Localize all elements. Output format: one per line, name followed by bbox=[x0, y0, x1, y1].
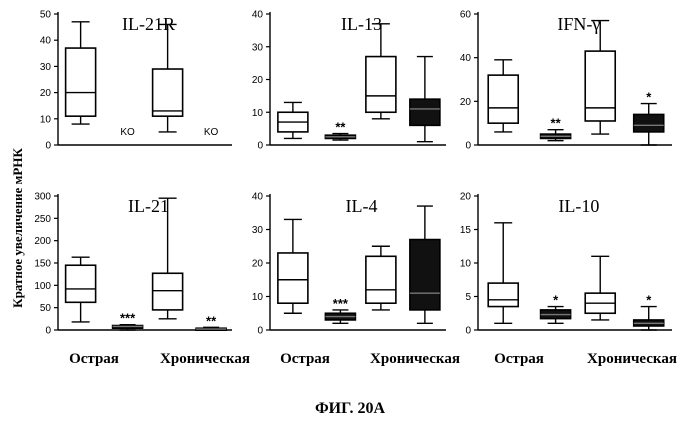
panels-container: 01020304050IL-21RKOKO010203040IL-13**020… bbox=[34, 10, 672, 337]
box-ko bbox=[410, 240, 440, 310]
y-tick-label: 0 bbox=[465, 326, 471, 337]
box-wt bbox=[66, 48, 96, 116]
y-tick-label: 40 bbox=[460, 53, 472, 64]
ko-label: KO bbox=[120, 127, 135, 138]
x-label-acute-3: Острая bbox=[494, 351, 544, 367]
y-tick-label: 10 bbox=[252, 292, 264, 303]
box-ko bbox=[410, 99, 440, 125]
significance-marker: *** bbox=[120, 311, 136, 326]
box-wt bbox=[153, 273, 183, 310]
y-tick-label: 0 bbox=[45, 326, 51, 337]
panel-title: IL-21 bbox=[128, 196, 169, 216]
y-tick-label: 10 bbox=[40, 114, 52, 125]
y-tick-label: 250 bbox=[34, 214, 51, 225]
panel-il-21: 050100150200250300IL-21***** bbox=[34, 192, 232, 337]
y-tick-label: 200 bbox=[34, 236, 51, 247]
panel-il-10: 0 5 10 15 20 IL-10 * * bbox=[460, 192, 672, 337]
y-tick-label: 0 bbox=[465, 141, 471, 152]
y-tick-label: 100 bbox=[34, 281, 51, 292]
y-tick-label: 50 bbox=[40, 10, 52, 21]
y-tick-label: 20 bbox=[460, 97, 472, 108]
significance-marker: * bbox=[646, 293, 652, 308]
ko-label: KO bbox=[204, 127, 219, 138]
panel-il-13: 010203040IL-13** bbox=[252, 10, 446, 152]
y-tick-label: 30 bbox=[40, 62, 52, 73]
box-ko bbox=[634, 114, 664, 131]
y-tick-label: 0 bbox=[257, 326, 263, 337]
y-tick-label: 10 bbox=[252, 108, 264, 119]
box-wt bbox=[585, 51, 615, 121]
panel-title: IL-4 bbox=[346, 196, 378, 216]
y-tick-label: 40 bbox=[40, 36, 52, 47]
panel-il-21r: 01020304050IL-21RKOKO bbox=[40, 10, 232, 152]
box-wt bbox=[278, 253, 308, 303]
y-tick-label: 0 bbox=[45, 141, 51, 152]
y-axis-label: Кратное увеличение мРНК bbox=[10, 148, 25, 308]
x-label-chronic-1: Хроническая bbox=[160, 351, 250, 367]
y-tick-label: 50 bbox=[40, 303, 52, 314]
y-tick-label: 150 bbox=[34, 259, 51, 270]
panel-il-4: 0 10 20 30 40 IL-4 *** bbox=[252, 192, 446, 337]
box-wt bbox=[153, 69, 183, 116]
y-tick-label: 20 bbox=[252, 259, 264, 270]
significance-marker: ** bbox=[335, 120, 346, 135]
y-tick-label: 300 bbox=[34, 192, 51, 203]
y-tick-label: 15 bbox=[460, 225, 472, 236]
figure-caption: ФИГ. 20А bbox=[315, 400, 386, 417]
y-tick-label: 20 bbox=[252, 75, 264, 86]
box-wt bbox=[488, 75, 518, 123]
y-tick-label: 40 bbox=[252, 10, 264, 21]
panel-ifn-γ: 0204060IFN-γ*** bbox=[460, 10, 672, 152]
y-tick-label: 30 bbox=[252, 225, 264, 236]
y-tick-label: 40 bbox=[252, 192, 264, 203]
significance-marker: ** bbox=[206, 313, 217, 328]
box-wt bbox=[488, 283, 518, 306]
y-tick-label: 0 bbox=[257, 141, 263, 152]
panel-title: IL-10 bbox=[558, 196, 599, 216]
box-wt bbox=[66, 265, 96, 302]
x-label-chronic-3: Хроническая bbox=[587, 351, 677, 367]
significance-marker: *** bbox=[333, 296, 349, 311]
x-label-chronic-2: Хроническая bbox=[370, 351, 460, 367]
y-tick-label: 20 bbox=[460, 192, 472, 203]
significance-marker: * bbox=[646, 90, 652, 105]
y-tick-label: 60 bbox=[460, 10, 472, 21]
y-tick-label: 10 bbox=[460, 259, 472, 270]
x-label-acute-2: Острая bbox=[280, 351, 330, 367]
box-wt bbox=[366, 57, 396, 113]
significance-marker: ** bbox=[551, 116, 562, 131]
y-tick-label: 30 bbox=[252, 42, 264, 53]
y-tick-label: 20 bbox=[40, 88, 52, 99]
y-tick-label: 5 bbox=[465, 292, 471, 303]
box-wt bbox=[366, 256, 396, 303]
x-label-acute-1: Острая bbox=[69, 351, 119, 367]
significance-marker: * bbox=[553, 293, 559, 308]
panel-title: IFN-γ bbox=[557, 14, 600, 34]
